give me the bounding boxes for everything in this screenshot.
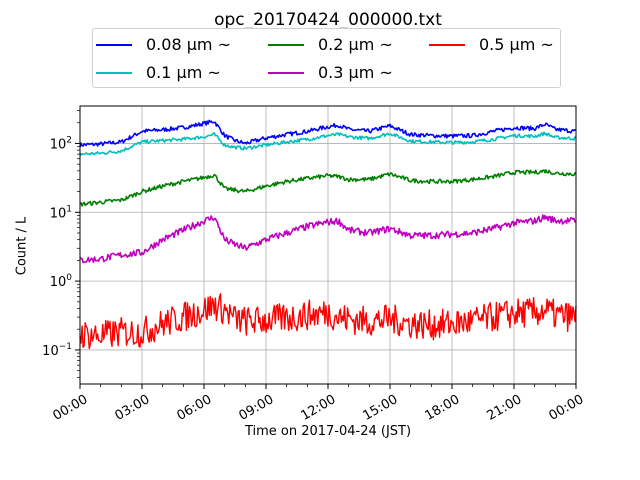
x-tick-label: 00:00 bbox=[50, 392, 90, 424]
legend-swatch bbox=[429, 43, 465, 46]
legend-entry: 0.3 μm ~ bbox=[268, 63, 393, 82]
y-tick-label: 100 bbox=[50, 273, 73, 290]
legend-swatch bbox=[268, 43, 304, 46]
legend-swatch bbox=[96, 43, 132, 46]
x-tick-label: 12:00 bbox=[298, 392, 338, 424]
series-line bbox=[79, 119, 576, 148]
series-line bbox=[79, 214, 577, 264]
legend-entry: 0.1 μm ~ bbox=[96, 63, 221, 82]
x-tick-label: 15:00 bbox=[360, 392, 400, 424]
legend-swatch bbox=[268, 71, 304, 74]
x-axis-label: Time on 2017-04-24 (JST) bbox=[244, 424, 412, 439]
y-tick-label: 101 bbox=[50, 204, 72, 221]
chart-legend: 0.08 μm ~ 0.1 μm ~ 0.2 μm ~ 0.3 μm ~ 0.5… bbox=[92, 28, 561, 88]
legend-swatch bbox=[96, 71, 132, 74]
legend-label: 0.08 μm ~ bbox=[146, 35, 231, 54]
series-line bbox=[79, 131, 577, 156]
legend-entry: 0.2 μm ~ bbox=[268, 35, 393, 54]
y-axis-label: Count / L bbox=[14, 216, 30, 276]
x-tick-label: 21:00 bbox=[484, 392, 524, 424]
plot-frame bbox=[79, 105, 577, 385]
x-tick-label: 06:00 bbox=[174, 392, 214, 424]
legend-label: 0.3 μm ~ bbox=[318, 63, 393, 82]
y-tick-label: 10−1 bbox=[42, 342, 72, 359]
x-tick-label: 03:00 bbox=[112, 392, 152, 424]
legend-label: 0.5 μm ~ bbox=[479, 35, 554, 54]
series-line bbox=[79, 293, 577, 350]
chart-title: opc_20170424_000000.txt bbox=[214, 10, 442, 30]
x-tick-label: 09:00 bbox=[236, 392, 276, 424]
y-tick-label: 102 bbox=[50, 135, 72, 152]
legend-entry: 0.5 μm ~ bbox=[429, 35, 554, 54]
x-tick-label: 00:00 bbox=[546, 392, 586, 424]
x-tick-label: 18:00 bbox=[422, 392, 462, 424]
legend-label: 0.1 μm ~ bbox=[146, 63, 221, 82]
legend-entry: 0.08 μm ~ bbox=[96, 35, 231, 54]
legend-label: 0.2 μm ~ bbox=[318, 35, 393, 54]
series-line bbox=[79, 169, 577, 207]
